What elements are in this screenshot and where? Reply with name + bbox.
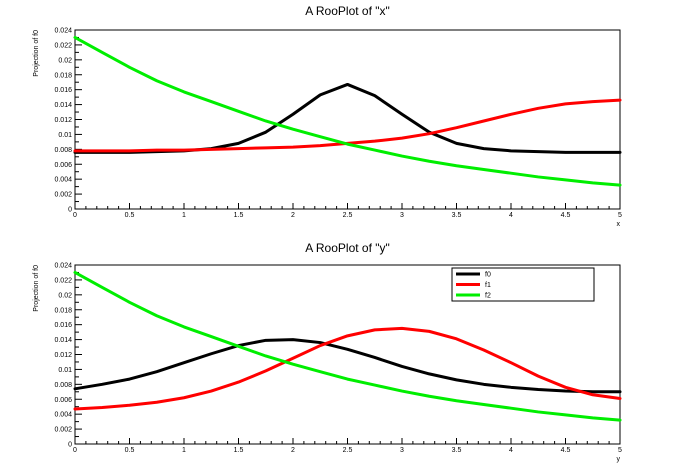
x-tick-label: 5	[618, 212, 622, 219]
legend: f0 f1 f2	[451, 267, 595, 302]
chart-panel-1: A RooPlot of "x" 0 0.5 1 1.5 2 2.5 3 3.5 4 4.5 5 0 0.…	[33, 4, 622, 228]
x-tick-label: 1	[182, 447, 186, 454]
x-tick-label: 2	[291, 212, 295, 219]
legend-label-f0: f0	[485, 272, 491, 279]
y-tick-label: 0	[68, 207, 72, 214]
plot-frame	[74, 29, 621, 210]
chart-title: A RooPlot of "x"	[305, 4, 390, 18]
x-axis-label: y	[617, 456, 621, 463]
x-tick-label: 3	[400, 212, 404, 219]
y-tick-label: 0.022	[54, 277, 72, 284]
y-axis-label: Projection of f0	[33, 265, 40, 312]
legend-label-f1: f1	[485, 282, 491, 289]
y-tick-label: 0.004	[54, 412, 72, 419]
series-line-f1	[73, 326, 622, 411]
y-tick-label: 0	[68, 442, 72, 449]
x-tick-label: 3.5	[452, 212, 462, 219]
chart-panel-2: A RooPlot of "y" 0 0.5 1 1.5 2 2.5 3 3.5 4 4.5 5 0 0.…	[33, 241, 622, 463]
y-tick-label: 0.002	[54, 192, 72, 199]
x-tick-label: 2.5	[343, 212, 353, 219]
x-tick-label: 0.5	[125, 212, 135, 219]
x-tick-label: 3.5	[452, 447, 462, 454]
y-tick-label: 0.006	[54, 397, 72, 404]
y-tick-label: 0.01	[58, 132, 72, 139]
x-tick-label: 1	[182, 212, 186, 219]
series-line-f2	[73, 270, 622, 422]
y-tick-label: 0.01	[58, 367, 72, 374]
x-tick-label: 4.5	[561, 212, 571, 219]
x-tick-label: 1.5	[234, 212, 244, 219]
x-tick-label: 5	[618, 447, 622, 454]
x-tick-label: 4	[509, 447, 513, 454]
x-tick-label: 0	[73, 447, 77, 454]
x-tick-label: 3	[400, 447, 404, 454]
y-tick-label: 0.014	[54, 337, 72, 344]
x-axis-label: x	[617, 221, 621, 228]
y-tick-label: 0.012	[54, 117, 72, 124]
y-tick-label: 0.022	[54, 42, 72, 49]
x-tick-label: 0	[73, 212, 77, 219]
y-tick-label: 0.012	[54, 352, 72, 359]
y-axis-label: Projection of f0	[33, 30, 40, 77]
y-tick-label: 0.016	[54, 322, 72, 329]
y-tick-label: 0.016	[54, 87, 72, 94]
y-tick-label: 0.002	[54, 427, 72, 434]
x-tick-label: 2	[291, 447, 295, 454]
y-tick-label: 0.02	[58, 57, 72, 64]
y-tick-label: 0.006	[54, 162, 72, 169]
y-tick-label: 0.018	[54, 307, 72, 314]
x-tick-label: 0.5	[125, 447, 135, 454]
x-tick-label: 4	[509, 212, 513, 219]
y-tick-label: 0.024	[54, 28, 72, 35]
y-tick-label: 0.004	[54, 177, 72, 184]
series-line-3	[73, 35, 622, 187]
x-tick-label: 2.5	[343, 447, 353, 454]
y-tick-label: 0.018	[54, 72, 72, 79]
x-tick-label: 4.5	[561, 447, 571, 454]
x-tick-label: 1.5	[234, 447, 244, 454]
y-tick-label: 0.008	[54, 147, 72, 154]
y-tick-label: 0.008	[54, 382, 72, 389]
y-tick-label: 0.014	[54, 102, 72, 109]
y-tick-label: 0.02	[58, 292, 72, 299]
y-tick-label: 0.024	[54, 263, 72, 270]
legend-label-f2: f2	[485, 293, 491, 300]
chart-title: A RooPlot of "y"	[305, 241, 390, 255]
series-line-f0	[73, 338, 622, 394]
